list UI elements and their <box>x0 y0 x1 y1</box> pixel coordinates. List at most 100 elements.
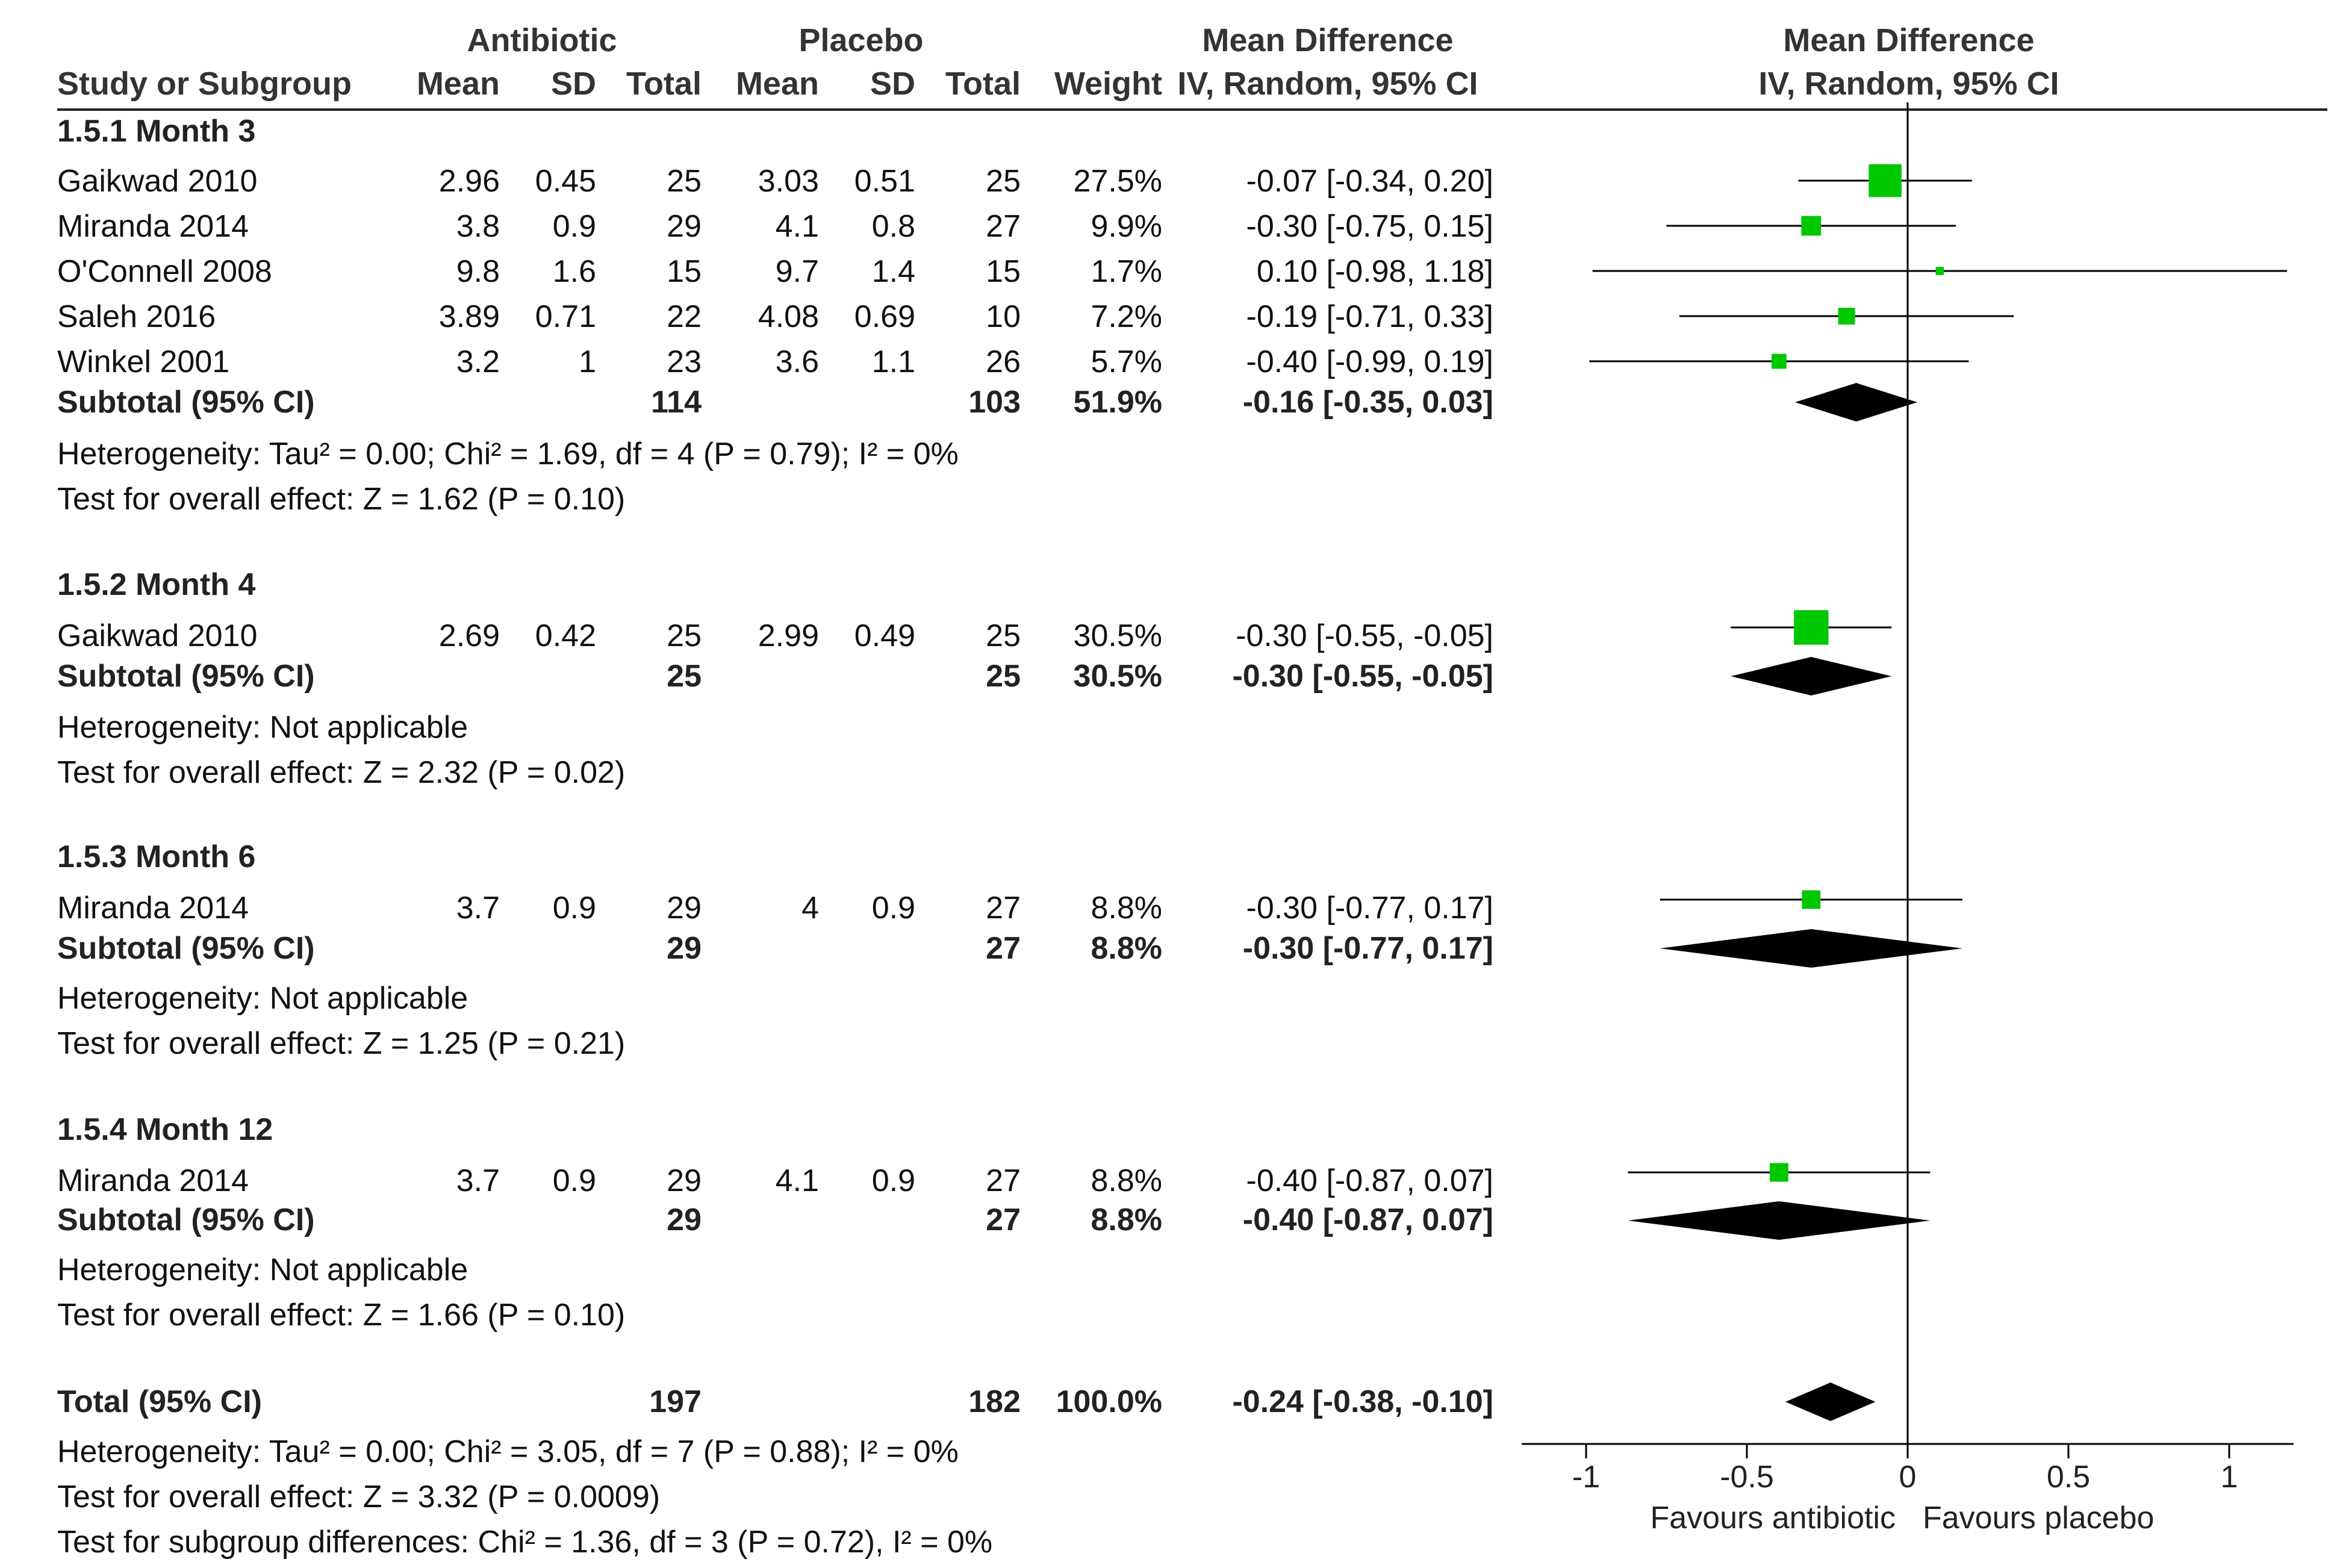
subtotal-label: Subtotal (95% CI) <box>57 385 315 420</box>
antibiotic-total: 22 <box>667 299 702 334</box>
study-effect-square <box>1794 610 1829 645</box>
antibiotic-mean: 3.8 <box>456 209 500 244</box>
antibiotic-sd: 1 <box>579 344 596 379</box>
subgroup-title: 1.5.1 Month 3 <box>57 114 256 149</box>
study-effect-square <box>1802 890 1821 909</box>
placebo-total: 25 <box>986 164 1021 199</box>
placebo-mean: 4.1 <box>775 209 819 244</box>
x-tick-label: -0.5 <box>1720 1460 1774 1495</box>
subgroup-title: 1.5.4 Month 12 <box>57 1112 273 1147</box>
placebo-mean: 3.6 <box>775 344 819 379</box>
x-tick-label: 0.5 <box>2047 1460 2090 1495</box>
col-header-sd-antibiotic: SD <box>550 66 596 102</box>
study-name: Gaikwad 2010 <box>57 164 258 199</box>
antibiotic-total: 29 <box>667 1163 702 1198</box>
antibiotic-total: 29 <box>667 891 702 926</box>
placebo-sd: 1.1 <box>871 344 915 379</box>
x-tick-label: 0 <box>1899 1460 1917 1495</box>
placebo-mean: 3.03 <box>758 164 819 199</box>
overall-effect-text: Test for overall effect: Z = 1.66 (P = 0… <box>57 1298 626 1333</box>
subtotal-placebo-total: 27 <box>986 931 1021 966</box>
total-heterogeneity-text: Heterogeneity: Tau² = 0.00; Chi² = 3.05,… <box>57 1434 959 1469</box>
overall-effect-text: Test for overall effect: Z = 1.25 (P = 0… <box>57 1026 626 1061</box>
study-name: Miranda 2014 <box>57 1163 249 1198</box>
overall-effect-text: Test for overall effect: Z = 1.62 (P = 0… <box>57 482 626 517</box>
total-placebo-n: 182 <box>968 1384 1021 1419</box>
placebo-total: 27 <box>986 209 1021 244</box>
study-weight: 1.7% <box>1091 254 1162 289</box>
subtotal-label: Subtotal (95% CI) <box>57 659 315 694</box>
subtotal-diamond <box>1628 1201 1931 1240</box>
subtotal-weight: 51.9% <box>1073 385 1162 420</box>
subtotal-antibiotic-total: 114 <box>651 385 702 420</box>
total-overall-effect-text: Test for overall effect: Z = 3.32 (P = 0… <box>57 1479 661 1514</box>
total-antibiotic-n: 197 <box>649 1384 702 1419</box>
subtotal-antibiotic-total: 25 <box>667 659 702 694</box>
study-name: Miranda 2014 <box>57 209 249 244</box>
subtotal-weight: 8.8% <box>1091 1202 1162 1237</box>
heterogeneity-text: Heterogeneity: Not applicable <box>57 1252 468 1287</box>
study-weight: 7.2% <box>1091 299 1162 334</box>
subtotal-antibiotic-total: 29 <box>667 1202 702 1237</box>
subtotal-placebo-total: 25 <box>986 659 1021 694</box>
antibiotic-mean: 3.2 <box>456 344 500 379</box>
placebo-sd: 0.49 <box>854 618 915 653</box>
subtotal-antibiotic-total: 29 <box>667 931 702 966</box>
placebo-total: 26 <box>986 344 1021 379</box>
subgroup-title: 1.5.3 Month 6 <box>57 839 256 874</box>
study-name: Miranda 2014 <box>57 891 249 926</box>
plot-header-title: Mean Difference <box>1783 22 2035 58</box>
study-effect-square <box>1838 308 1855 325</box>
heterogeneity-text: Heterogeneity: Not applicable <box>57 710 468 745</box>
antibiotic-total: 15 <box>667 254 702 289</box>
subtotal-ci: -0.16 [-0.35, 0.03] <box>1242 385 1493 420</box>
col-header-weight: Weight <box>1054 66 1162 102</box>
antibiotic-group-header: Antibiotic <box>467 22 617 58</box>
col-header-total-placebo: Total <box>945 66 1021 102</box>
study-name: Gaikwad 2010 <box>57 618 258 653</box>
heterogeneity-text: Heterogeneity: Not applicable <box>57 981 468 1016</box>
total-diamond <box>1785 1383 1876 1421</box>
subgroup-title: 1.5.2 Month 4 <box>57 567 256 602</box>
x-tick-label: -1 <box>1572 1460 1600 1495</box>
col-header-mean-antibiotic: Mean <box>416 66 500 102</box>
antibiotic-sd: 0.9 <box>552 209 596 244</box>
placebo-sd: 0.51 <box>854 164 915 199</box>
subtotal-diamond <box>1795 383 1918 422</box>
mean-difference-ci: -0.40 [-0.87, 0.07] <box>1246 1163 1494 1198</box>
study-weight: 30.5% <box>1073 618 1162 653</box>
study-effect-square <box>1801 216 1822 236</box>
antibiotic-total: 25 <box>667 618 702 653</box>
study-name: Winkel 2001 <box>57 344 230 379</box>
antibiotic-total: 29 <box>667 209 702 244</box>
plot-header-method: IV, Random, 95% CI <box>1758 66 2059 102</box>
overall-effect-text: Test for overall effect: Z = 2.32 (P = 0… <box>57 755 626 790</box>
antibiotic-sd: 0.42 <box>535 618 596 653</box>
col-header-total-antibiotic: Total <box>626 66 702 102</box>
mean-difference-ci: -0.30 [-0.75, 0.15] <box>1246 209 1494 244</box>
study-effect-square <box>1869 164 1902 198</box>
mean-difference-ci: 0.10 [-0.98, 1.18] <box>1256 254 1493 289</box>
placebo-total: 27 <box>986 1163 1021 1198</box>
subtotal-diamond <box>1731 657 1892 695</box>
study-effect-square <box>1769 1163 1788 1182</box>
subtotal-label: Subtotal (95% CI) <box>57 1202 315 1237</box>
placebo-total: 15 <box>986 254 1021 289</box>
col-header-mean-placebo: Mean <box>735 66 819 102</box>
placebo-sd: 0.8 <box>871 209 915 244</box>
favours-placebo-label: Favours placebo <box>1923 1501 2154 1535</box>
antibiotic-mean: 2.69 <box>438 618 500 653</box>
subtotal-placebo-total: 27 <box>986 1202 1021 1237</box>
subtotal-ci: -0.40 [-0.87, 0.07] <box>1242 1202 1493 1237</box>
antibiotic-total: 25 <box>667 164 702 199</box>
total-weight: 100.0% <box>1056 1384 1162 1419</box>
antibiotic-sd: 1.6 <box>552 254 596 289</box>
antibiotic-sd: 0.9 <box>552 891 596 926</box>
mean-difference-ci: -0.30 [-0.55, -0.05] <box>1236 618 1493 653</box>
header-rule <box>57 108 2327 111</box>
favours-antibiotic-label: Favours antibiotic <box>1650 1501 1896 1535</box>
antibiotic-mean: 2.96 <box>438 164 500 199</box>
study-name: O'Connell 2008 <box>57 254 272 289</box>
total-label: Total (95% CI) <box>57 1384 262 1419</box>
